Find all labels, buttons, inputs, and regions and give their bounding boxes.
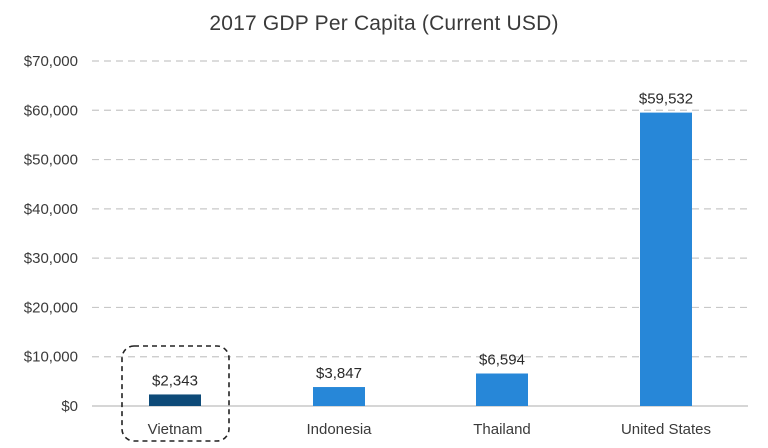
y-tick-label: $60,000 (24, 102, 78, 119)
y-tick-label: $20,000 (24, 299, 78, 316)
data-label: $3,847 (316, 365, 362, 382)
y-tick-label: $10,000 (24, 349, 78, 366)
data-label: $59,532 (639, 91, 693, 108)
data-label: $6,594 (479, 352, 525, 369)
x-tick-label: United States (621, 421, 711, 438)
x-tick-label: Thailand (473, 421, 531, 438)
bar (313, 387, 365, 406)
x-tick-label: Indonesia (306, 421, 372, 438)
y-tick-label: $70,000 (24, 53, 78, 70)
bar (476, 373, 528, 406)
y-tick-label: $40,000 (24, 201, 78, 218)
y-tick-label: $0 (61, 398, 78, 415)
x-tick-label: Vietnam (148, 421, 203, 438)
bar (149, 394, 201, 406)
y-tick-label: $30,000 (24, 250, 78, 267)
chart-title: 2017 GDP Per Capita (Current USD) (209, 12, 559, 35)
y-tick-label: $50,000 (24, 152, 78, 169)
data-label: $2,343 (152, 372, 198, 389)
bar (640, 112, 692, 406)
highlight-box (121, 345, 230, 442)
